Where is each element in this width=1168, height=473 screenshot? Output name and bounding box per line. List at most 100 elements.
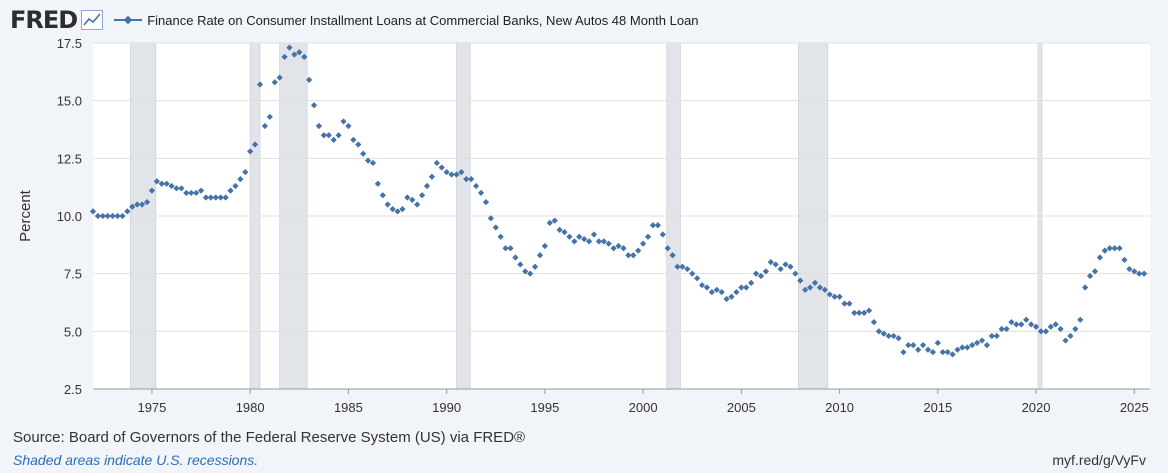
- data-point: [458, 169, 465, 176]
- data-point: [738, 284, 745, 291]
- x-tick-label-4: 1995: [530, 400, 559, 415]
- data-point: [669, 252, 676, 259]
- x-tick-label-10: 2025: [1120, 400, 1149, 415]
- data-point: [1013, 321, 1020, 328]
- data-point: [900, 348, 907, 356]
- data-point: [522, 268, 529, 275]
- chart: 2.55.07.510.012.515.017.5 1975 1980 1985 19…: [17, 36, 1150, 415]
- x-tick-label-7: 2010: [825, 400, 854, 415]
- legend-swatch: [114, 15, 143, 25]
- data-point: [915, 346, 922, 353]
- data-point: [193, 189, 200, 197]
- data-point: [1057, 325, 1064, 333]
- data-point: [757, 272, 765, 280]
- x-tick-label-2: 1985: [334, 400, 363, 415]
- data-point: [119, 212, 126, 220]
- data-point: [202, 194, 210, 201]
- y-axis-label: Percent: [17, 189, 34, 242]
- data-point: [134, 201, 141, 208]
- data-point: [870, 318, 878, 326]
- y-tick-label-2: 7.5: [64, 267, 82, 282]
- data-point: [536, 252, 544, 259]
- data-point: [708, 289, 715, 296]
- data-point: [1126, 265, 1133, 273]
- x-tick-label-1: 1980: [236, 400, 265, 415]
- data-point: [846, 300, 853, 307]
- data-point: [153, 178, 160, 185]
- data-point: [1101, 247, 1108, 254]
- data-point: [929, 348, 937, 356]
- data-point: [99, 212, 106, 220]
- data-point: [816, 284, 824, 291]
- data-point: [703, 284, 711, 291]
- data-point: [212, 194, 219, 201]
- data-point: [890, 332, 897, 340]
- data-point: [630, 252, 637, 259]
- y-tick-label-1: 5.0: [64, 324, 82, 339]
- data-point: [183, 189, 190, 197]
- data-point: [821, 286, 828, 293]
- data-point: [163, 180, 170, 187]
- data-point: [394, 208, 401, 215]
- data-point: [1052, 321, 1059, 328]
- data-point: [954, 346, 961, 353]
- source-note: Source: Board of Governors of the Federa…: [13, 429, 526, 446]
- data-point: [330, 136, 337, 143]
- data-point: [806, 284, 814, 291]
- data-point: [143, 199, 151, 206]
- data-point: [1062, 337, 1069, 344]
- data-point: [379, 192, 386, 199]
- data-point: [139, 201, 146, 208]
- y-tick-label-4: 12.5: [57, 151, 82, 166]
- line-chart-icon: [81, 10, 104, 30]
- data-point: [885, 332, 892, 340]
- x-tick-label-8: 2015: [923, 400, 952, 415]
- short-link[interactable]: myf.red/g/VyFv: [1052, 452, 1146, 468]
- data-point: [713, 286, 720, 293]
- data-point: [512, 254, 519, 261]
- data-point: [625, 252, 632, 259]
- data-point: [993, 332, 1000, 340]
- x-tick-label-3: 1990: [432, 400, 461, 415]
- recession-note: Shaded areas indicate U.S. recessions.: [13, 452, 259, 468]
- data-point: [1008, 318, 1015, 326]
- data-point: [527, 270, 534, 277]
- x-axis: 1975 1980 1985 1990 1995 2000 2005 2010 2015 2020…: [93, 388, 1150, 415]
- data-point: [222, 194, 229, 201]
- data-point: [895, 335, 902, 342]
- data-point: [468, 175, 475, 183]
- data-point: [949, 351, 956, 358]
- data-point: [752, 270, 760, 277]
- data-point: [168, 182, 175, 190]
- data-point: [1111, 245, 1118, 252]
- data-point: [792, 270, 799, 277]
- legend-label: Finance Rate on Consumer Installment Loa…: [147, 12, 699, 28]
- data-point: [207, 194, 214, 201]
- x-tick-label-5: 2000: [629, 400, 658, 415]
- data-point: [232, 182, 239, 190]
- data-point: [251, 141, 259, 148]
- y-axis: 2.5 5.0 7.5 10.0 12.5 15.0 17.5: [57, 36, 82, 397]
- data-point: [939, 348, 946, 356]
- data-point: [197, 187, 205, 194]
- data-point: [94, 212, 102, 220]
- data-point: [104, 212, 111, 220]
- data-point: [802, 286, 809, 293]
- data-point: [1042, 328, 1049, 335]
- data-point: [463, 175, 470, 183]
- data-point: [733, 289, 740, 296]
- data-point: [227, 187, 234, 194]
- data-point: [507, 245, 514, 252]
- y-tick-label-5: 15.0: [57, 94, 82, 109]
- x-tick-label-6: 2005: [727, 400, 756, 415]
- data-point: [114, 212, 121, 220]
- x-tick-label-9: 2020: [1022, 400, 1051, 415]
- data-point: [350, 136, 357, 143]
- x-tick-label-0: 1975: [137, 400, 166, 415]
- data-point: [1091, 268, 1099, 275]
- data-point: [1106, 245, 1113, 252]
- data-point: [1032, 323, 1040, 330]
- fred-logo[interactable]: FRED: [10, 6, 78, 34]
- data-point: [124, 208, 131, 215]
- data-point: [492, 224, 499, 231]
